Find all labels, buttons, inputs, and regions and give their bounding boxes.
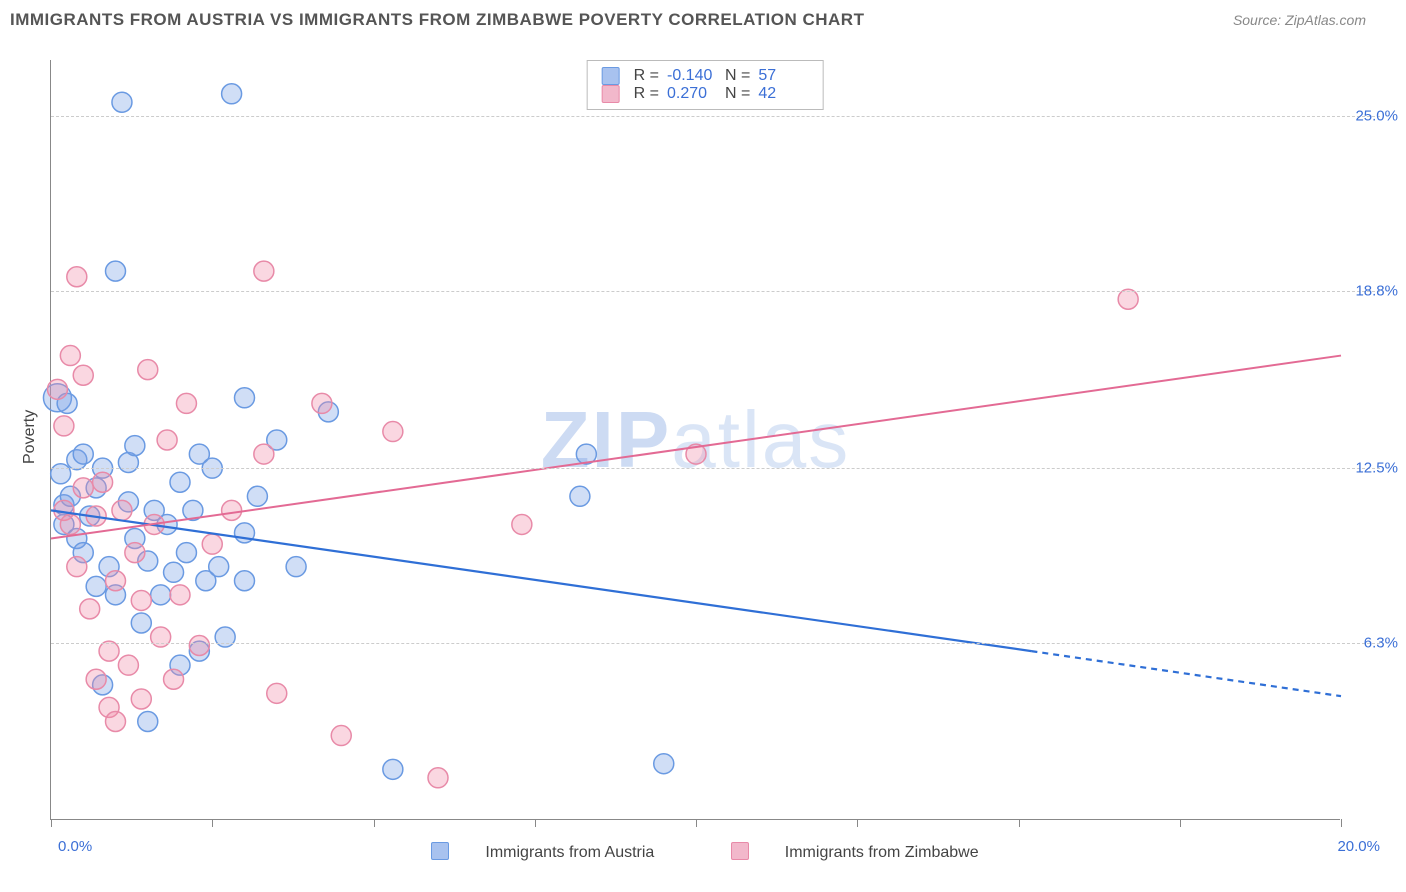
x-tick xyxy=(1341,819,1342,827)
data-point xyxy=(383,759,403,779)
data-point xyxy=(67,557,87,577)
x-tick xyxy=(212,819,213,827)
bottom-legend: Immigrants from Austria Immigrants from … xyxy=(15,842,1395,862)
gridline xyxy=(51,291,1380,292)
data-point xyxy=(106,711,126,731)
gridline xyxy=(51,468,1380,469)
x-tick xyxy=(857,819,858,827)
x-tick xyxy=(51,819,52,827)
data-point xyxy=(170,585,190,605)
data-point xyxy=(235,388,255,408)
regression-line xyxy=(1031,651,1341,696)
swatch-zimbabwe-icon xyxy=(731,842,749,860)
data-point xyxy=(312,393,332,413)
data-point xyxy=(176,543,196,563)
gridline xyxy=(51,643,1380,644)
data-point xyxy=(125,436,145,456)
data-point xyxy=(383,422,403,442)
y-tick-label: 25.0% xyxy=(1355,108,1398,125)
data-point xyxy=(428,768,448,788)
data-point xyxy=(1118,289,1138,309)
data-point xyxy=(80,599,100,619)
plot-area: ZIPatlas 6.3%12.5%18.8%25.0% xyxy=(50,60,1340,820)
data-point xyxy=(247,486,267,506)
data-point xyxy=(254,261,274,281)
x-tick xyxy=(1180,819,1181,827)
data-point xyxy=(254,444,274,464)
data-point xyxy=(86,669,106,689)
data-point xyxy=(189,635,209,655)
data-point xyxy=(93,472,113,492)
data-point xyxy=(151,627,171,647)
y-axis-label: Poverty xyxy=(21,410,39,464)
data-point xyxy=(138,711,158,731)
stats-row-zimbabwe: R = 0.270 N = 42 xyxy=(602,85,809,103)
data-point xyxy=(286,557,306,577)
data-point xyxy=(54,416,74,436)
data-point xyxy=(86,576,106,596)
data-point xyxy=(112,500,132,520)
stats-row-austria: R = -0.140 N = 57 xyxy=(602,67,809,85)
x-tick xyxy=(374,819,375,827)
data-point xyxy=(106,261,126,281)
data-point xyxy=(73,365,93,385)
chart-container: Poverty R = -0.140 N = 57 R = 0.270 N = … xyxy=(15,40,1395,870)
data-point xyxy=(51,464,71,484)
data-point xyxy=(222,500,242,520)
data-point xyxy=(164,562,184,582)
legend-item-zimbabwe: Immigrants from Zimbabwe xyxy=(713,844,997,861)
data-point xyxy=(222,84,242,104)
data-point xyxy=(157,430,177,450)
plot-svg xyxy=(51,60,1340,819)
y-tick-label: 12.5% xyxy=(1355,460,1398,477)
data-point xyxy=(131,689,151,709)
data-point xyxy=(106,571,126,591)
legend-item-austria: Immigrants from Austria xyxy=(413,844,676,861)
data-point xyxy=(73,444,93,464)
stats-legend: R = -0.140 N = 57 R = 0.270 N = 42 xyxy=(587,60,824,110)
data-point xyxy=(570,486,590,506)
data-point xyxy=(73,478,93,498)
data-point xyxy=(209,557,229,577)
swatch-zimbabwe-icon xyxy=(602,85,620,103)
y-tick-label: 18.8% xyxy=(1355,282,1398,299)
source-label: Source: ZipAtlas.com xyxy=(1233,12,1366,28)
x-tick xyxy=(1019,819,1020,827)
regression-line xyxy=(51,356,1341,539)
data-point xyxy=(99,641,119,661)
data-point xyxy=(164,669,184,689)
data-point xyxy=(60,346,80,366)
data-point xyxy=(654,754,674,774)
data-point xyxy=(118,655,138,675)
data-point xyxy=(267,683,287,703)
data-point xyxy=(215,627,235,647)
swatch-austria-icon xyxy=(602,67,620,85)
data-point xyxy=(131,613,151,633)
data-point xyxy=(151,585,171,605)
data-point xyxy=(170,472,190,492)
data-point xyxy=(67,267,87,287)
x-tick xyxy=(535,819,536,827)
data-point xyxy=(47,379,67,399)
data-point xyxy=(112,92,132,112)
data-point xyxy=(202,534,222,554)
chart-title: IMMIGRANTS FROM AUSTRIA VS IMMIGRANTS FR… xyxy=(10,10,864,30)
data-point xyxy=(125,543,145,563)
x-tick xyxy=(696,819,697,827)
data-point xyxy=(60,514,80,534)
data-point xyxy=(176,393,196,413)
gridline xyxy=(51,116,1380,117)
data-point xyxy=(235,571,255,591)
y-tick-label: 6.3% xyxy=(1364,634,1398,651)
data-point xyxy=(138,360,158,380)
data-point xyxy=(331,726,351,746)
data-point xyxy=(512,514,532,534)
header-bar: IMMIGRANTS FROM AUSTRIA VS IMMIGRANTS FR… xyxy=(0,0,1406,35)
swatch-austria-icon xyxy=(431,842,449,860)
data-point xyxy=(131,590,151,610)
